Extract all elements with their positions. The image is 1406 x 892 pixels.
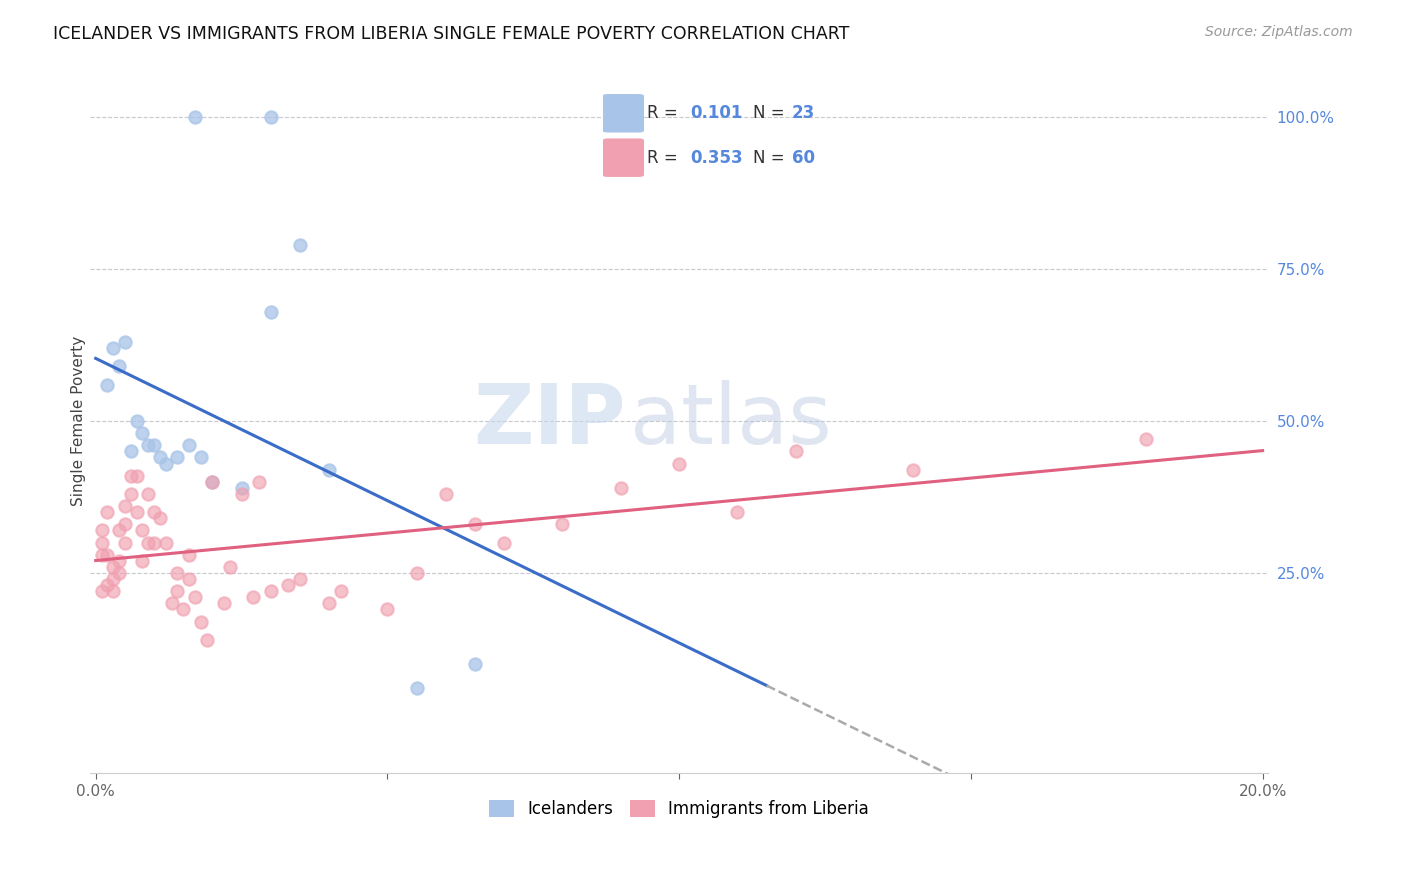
Point <box>103 584 125 599</box>
Point <box>901 462 924 476</box>
Point <box>103 572 125 586</box>
Point <box>155 535 177 549</box>
Point <box>166 450 188 465</box>
Point <box>90 535 112 549</box>
Text: Source: ZipAtlas.com: Source: ZipAtlas.com <box>1205 25 1353 39</box>
Point <box>136 438 159 452</box>
Point <box>610 481 633 495</box>
Point <box>195 632 218 647</box>
Point <box>108 566 131 580</box>
Point <box>218 559 240 574</box>
Text: ICELANDER VS IMMIGRANTS FROM LIBERIA SINGLE FEMALE POVERTY CORRELATION CHART: ICELANDER VS IMMIGRANTS FROM LIBERIA SIN… <box>53 25 849 43</box>
Point <box>125 414 148 428</box>
Point <box>103 559 125 574</box>
Point <box>143 438 166 452</box>
Point <box>120 487 142 501</box>
Point <box>288 237 311 252</box>
Point <box>551 517 574 532</box>
Point <box>172 602 194 616</box>
Point <box>201 475 224 489</box>
Point <box>405 681 427 696</box>
Point <box>434 487 457 501</box>
Point <box>149 450 172 465</box>
Point <box>405 566 427 580</box>
Point <box>277 578 299 592</box>
Point <box>131 524 153 538</box>
Point <box>247 475 270 489</box>
Point <box>212 596 235 610</box>
Point <box>155 457 177 471</box>
Point <box>108 554 131 568</box>
Point <box>114 334 136 349</box>
Point <box>464 657 486 671</box>
Point <box>103 341 125 355</box>
Point <box>108 524 131 538</box>
Point <box>318 462 340 476</box>
Point <box>120 444 142 458</box>
Point <box>329 584 352 599</box>
Point <box>143 535 166 549</box>
Point <box>136 535 159 549</box>
Point <box>242 591 264 605</box>
Point <box>108 359 131 374</box>
Point <box>260 110 283 124</box>
Point <box>318 596 340 610</box>
Point <box>231 481 253 495</box>
Text: atlas: atlas <box>630 381 831 461</box>
Point <box>114 499 136 513</box>
Point <box>96 548 118 562</box>
Point <box>260 304 283 318</box>
Point <box>125 505 148 519</box>
Point <box>260 584 283 599</box>
Point <box>184 591 207 605</box>
Point <box>96 505 118 519</box>
Point <box>727 505 749 519</box>
Point <box>464 517 486 532</box>
Point <box>131 426 153 441</box>
Point <box>166 566 188 580</box>
Point <box>184 110 207 124</box>
Point <box>177 548 200 562</box>
Point <box>120 468 142 483</box>
Point <box>96 578 118 592</box>
Y-axis label: Single Female Poverty: Single Female Poverty <box>72 336 86 506</box>
Point <box>114 517 136 532</box>
Point <box>143 505 166 519</box>
Point <box>668 457 690 471</box>
Point <box>149 511 172 525</box>
Point <box>90 524 112 538</box>
Point <box>131 554 153 568</box>
Point <box>785 444 807 458</box>
Point <box>494 535 516 549</box>
Point <box>231 487 253 501</box>
Point <box>96 377 118 392</box>
Point <box>125 468 148 483</box>
Point <box>90 584 112 599</box>
Point <box>160 596 183 610</box>
Point <box>201 475 224 489</box>
Point <box>114 535 136 549</box>
Point <box>177 438 200 452</box>
Point <box>377 602 399 616</box>
Text: ZIP: ZIP <box>474 381 626 461</box>
Point <box>136 487 159 501</box>
Point <box>190 615 212 629</box>
Point <box>90 548 112 562</box>
Point <box>288 572 311 586</box>
Point <box>1135 432 1157 446</box>
Legend: Icelanders, Immigrants from Liberia: Icelanders, Immigrants from Liberia <box>482 794 876 825</box>
Point <box>190 450 212 465</box>
Point <box>177 572 200 586</box>
Point <box>166 584 188 599</box>
